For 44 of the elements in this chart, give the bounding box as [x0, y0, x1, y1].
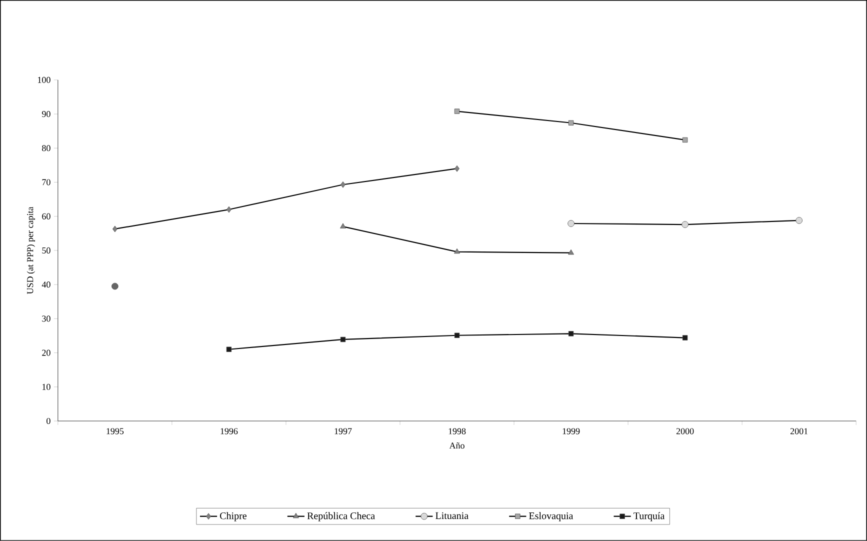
- point: [454, 165, 460, 172]
- y-tick-label: 80: [42, 145, 50, 152]
- y-tick-label: 10: [42, 384, 50, 390]
- y-tick-label: 50: [42, 247, 50, 254]
- legend-label: Eslovaquia: [529, 512, 574, 522]
- x-tick-label: 1995: [106, 428, 124, 434]
- point: [454, 248, 460, 254]
- y-tick-label: 0: [46, 418, 50, 424]
- point: [568, 120, 574, 126]
- legend-label: Lituania: [436, 512, 468, 520]
- point: [568, 249, 574, 255]
- y-tick-label: 100: [38, 76, 50, 83]
- legend-label: República Checa: [307, 512, 375, 522]
- point: [454, 108, 460, 114]
- y-tick-label: 30: [42, 316, 50, 322]
- y-axis-title: USD (at PPP) per capita: [26, 206, 36, 294]
- y-tick-label: 90: [42, 111, 50, 118]
- point: [568, 220, 574, 227]
- point: [682, 221, 688, 228]
- point: [340, 223, 346, 228]
- point: [226, 346, 232, 352]
- x-tick-label: 2001: [790, 428, 808, 434]
- y-tick-label: 70: [42, 179, 50, 186]
- point: [682, 137, 688, 143]
- point: [796, 217, 802, 224]
- point: [568, 331, 574, 336]
- y-tick-label: 60: [42, 213, 50, 220]
- point: [226, 206, 232, 213]
- point: [340, 181, 346, 188]
- x-tick-label: 1996: [220, 428, 238, 434]
- point: [454, 332, 460, 338]
- point: [682, 335, 688, 340]
- legend-label: Chipre: [220, 512, 246, 522]
- x-tick-label: 1999: [562, 428, 580, 434]
- y-tick-label: 40: [42, 282, 50, 288]
- point: [112, 282, 118, 290]
- x-tick-label: 2000: [676, 428, 694, 434]
- legend-label: Turquía: [634, 512, 665, 522]
- point: [340, 336, 346, 342]
- point: [112, 226, 118, 232]
- x-tick-label: 1998: [448, 428, 466, 434]
- x-axis-title: Año: [449, 442, 464, 449]
- y-tick-label: 20: [42, 350, 50, 356]
- x-tick-label: 1997: [334, 428, 352, 434]
